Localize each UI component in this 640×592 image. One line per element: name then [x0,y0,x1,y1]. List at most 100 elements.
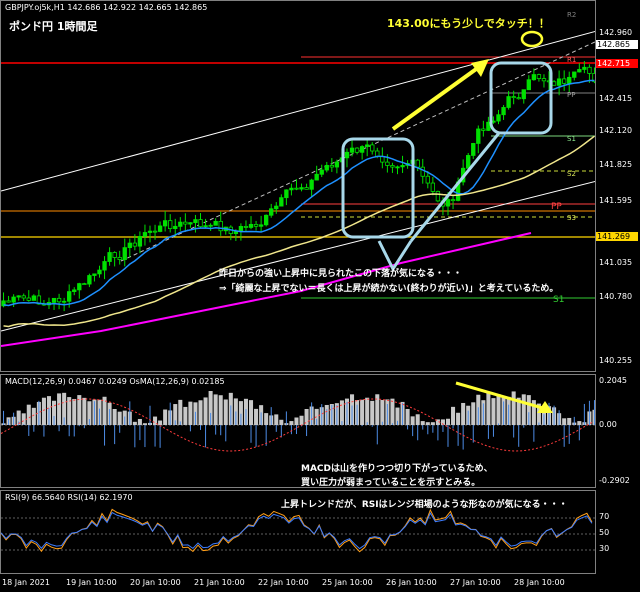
rsi-tick: 30 [599,544,610,553]
highlight-box-top [489,61,553,135]
candle-body [294,187,299,190]
price-chart-panel[interactable]: GBPJPY.oj5k,H1 142.686 142.922 142.665 1… [0,0,596,372]
macd-bar [461,402,466,425]
candle-body [319,169,324,175]
macd-axis: 0.2045 0.00 -0.2902 [596,374,640,488]
candle-body [501,107,506,116]
red-level-tag: 142.715 [596,59,638,68]
fall-annotation-line2: ⇒「綺麗な上昇でない＝長くは上昇が続かない(終わりが近い)」と考えているため。 [219,284,559,294]
macd-bar [390,398,395,425]
candle-body [551,81,557,86]
candle-body [592,73,595,83]
candle-body [203,225,208,228]
price-tick: 140.255 [599,356,633,365]
candle-body [248,223,254,228]
macd-bar [52,400,57,425]
macd-bar [158,420,163,425]
candle-body [102,261,107,271]
candle-body [511,96,516,99]
candle-body [77,283,82,291]
pivot-pp-upper: PP [567,91,576,99]
macd-bar [188,401,193,425]
rsi-tick: 70 [599,512,610,521]
candle-body [253,223,259,227]
macd-bar [218,395,223,425]
macd-bar [208,391,213,425]
candle-body [243,226,249,228]
pivot-s1-lower: S1 [553,295,565,305]
macd-annotation-line1: MACDは山を作りつつ切り下がっているため、 [301,464,493,474]
candle-body [577,69,582,73]
candle-body [258,224,264,227]
macd-bar [405,408,410,425]
macd-bar [536,403,541,425]
up-arrow-shaft [391,65,481,131]
candle-body [562,78,567,84]
candle-body [400,165,405,168]
time-tick: 26 Jan 10:00 [386,578,437,587]
macd-bar [16,410,21,425]
time-tick: 21 Jan 10:00 [194,578,245,587]
macd-bar [163,409,168,425]
macd-bar [410,416,415,425]
candle-body [1,300,6,307]
pivot-r1: R1 [567,56,577,64]
macd-panel[interactable]: MACD(12,26,9) 0.0467 0.0249 OsMA(12,26,9… [0,374,596,488]
candle-body [506,96,511,108]
macd-signal-line [1,398,593,452]
macd-bar [57,393,62,425]
candle-body [380,156,385,163]
macd-bar [526,395,531,425]
price-tick: 141.035 [599,258,633,267]
candle-body [208,224,213,227]
macd-bar [420,421,425,425]
rsi-panel[interactable]: RSI(9) 66.5640 RSI(14) 62.1970 上昇トレンドだが、… [0,490,596,574]
macd-bar [375,394,380,425]
callout-pointer-top [409,132,501,242]
candle-body [582,66,587,70]
highlight-box-dip [341,137,415,239]
price-tick: 140.780 [599,292,633,301]
candle-body [279,197,284,207]
macd-bar [142,423,147,425]
macd-bar [577,421,582,425]
price-tick: 141.825 [599,160,633,169]
candle-body [183,221,188,225]
candle-body [496,114,501,122]
candle-body [324,164,329,171]
candle-body [390,165,395,168]
candle-body [289,187,294,191]
candle-body [385,161,390,166]
current-price-tag: 142.865 [596,40,638,49]
macd-bar [496,394,501,425]
macd-bar [248,400,254,425]
candle-body [587,66,592,74]
macd-bar [370,400,375,425]
candle-body [314,173,319,181]
candle-body [31,295,36,301]
candle-body [233,231,239,234]
macd-bar [435,419,440,425]
candle-body [435,191,441,202]
macd-bar [198,400,203,425]
macd-bar [279,419,284,425]
macd-bar [77,395,82,425]
candle-body [264,214,269,226]
macd-bar [274,414,279,425]
price-chart-canvas [1,30,595,347]
macd-bar [223,399,228,425]
candle-body [430,182,436,192]
candle-body [6,300,11,303]
macd-bar [415,414,420,425]
macd-bar [456,412,461,425]
macd-bar [82,397,87,425]
fall-annotation-line1: 昨日からの強い上昇中に見られたこの下落が気になる・・・ [219,269,463,279]
time-tick: 19 Jan 10:00 [66,578,117,587]
time-tick: 27 Jan 10:00 [450,578,501,587]
macd-bar [304,409,309,425]
candle-body [466,155,471,169]
macd-bar [516,397,521,425]
macd-bar [531,400,536,425]
ma-slow-line [1,232,532,347]
macd-bar [87,401,92,425]
